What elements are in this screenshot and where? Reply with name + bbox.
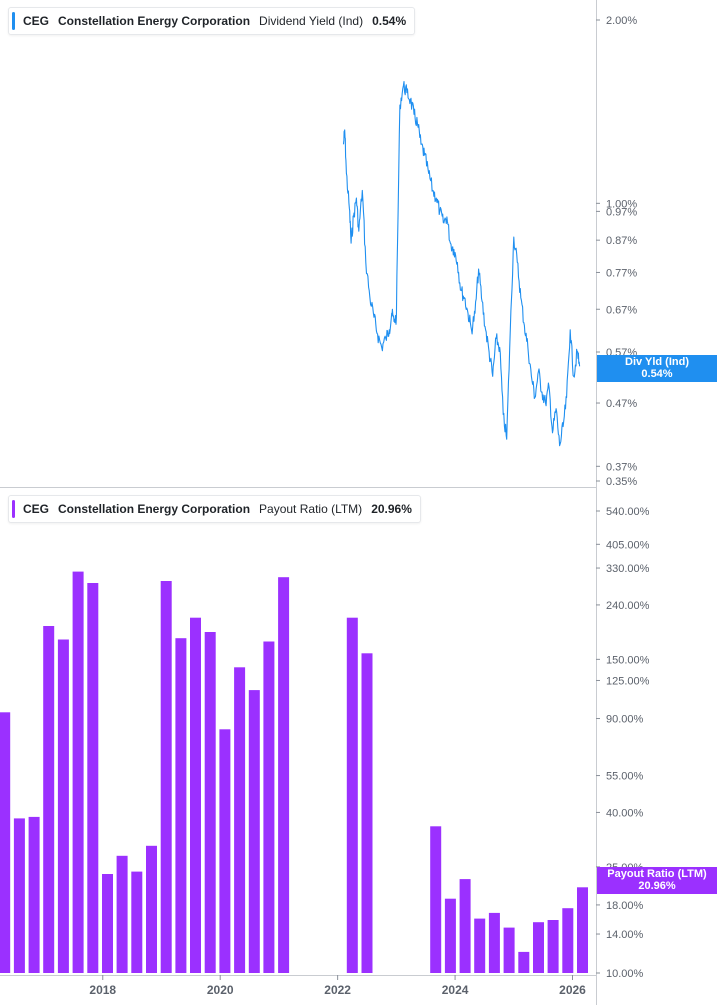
payout-bar [474,918,486,973]
y-tick-label: 125.00% [606,675,650,687]
legend-payout-ratio[interactable]: CEG Constellation Energy Corporation Pay… [8,495,421,523]
y-tick-label: 2.00% [606,15,637,27]
legend-value: 0.54% [372,14,407,28]
payout-bar [28,816,40,973]
y-tick-label: 0.37% [606,461,637,473]
y-tick-label: 405.00% [606,539,650,551]
legend-ticker: CEG [23,14,50,28]
y-tick-label: 0.77% [606,267,637,279]
current-value-tag-yield: Div Yld (Ind) 0.54% [597,355,717,382]
payout-bar [146,845,157,973]
payout-bar [204,632,216,973]
payout-bar [13,818,25,973]
payout-bar [430,826,442,973]
payout-bar [0,712,11,973]
y-tick-label: 18.00% [606,900,644,912]
payout-bar [190,617,201,973]
x-tick-label: 2018 [89,983,116,997]
legend-company: Constellation Energy Corporation [58,502,251,516]
payout-bar [488,912,500,973]
payout-bar [116,855,128,973]
tag-value: 20.96% [638,880,676,892]
payout-bar [175,638,187,973]
payout-bar [160,581,172,973]
x-tick-label: 2024 [442,983,469,997]
tag-label: Payout Ratio (LTM) [607,868,707,880]
payout-bar [248,690,260,973]
payout-bar [459,879,471,973]
dividend-yield-panel [342,81,581,447]
dividend-yield-line [342,81,581,447]
y-tick-label: 1.00% [606,198,637,210]
y-tick-label: 40.00% [606,807,644,819]
payout-bar [444,898,456,973]
axes: 2.00%1.00%0.97%0.87%0.77%0.67%0.57%0.47%… [0,0,650,1005]
y-tick-label: 0.35% [606,476,637,488]
payout-bar [72,571,84,973]
legend-value: 20.96% [371,502,412,516]
y-tick-label: 150.00% [606,654,650,666]
payout-ratio-panel [0,571,588,973]
legend-metric: Payout Ratio (LTM) [259,502,363,516]
payout-bar [547,920,559,973]
payout-bar [346,617,358,973]
payout-bar [234,667,246,973]
current-value-tag-payout: Payout Ratio (LTM) 20.96% [597,867,717,894]
y-tick-label: 240.00% [606,600,650,612]
payout-bar [278,577,290,973]
y-tick-label: 0.87% [606,235,637,247]
payout-bar [219,729,231,973]
payout-bar [562,908,574,973]
y-tick-label: 0.67% [606,304,637,316]
x-tick-label: 2022 [324,983,351,997]
payout-bar [87,583,99,973]
legend-swatch [12,500,15,518]
tag-label: Div Yld (Ind) [625,356,689,368]
y-tick-label: 14.00% [606,929,644,941]
legend-dividend-yield[interactable]: CEG Constellation Energy Corporation Div… [8,7,416,35]
y-tick-label: 540.00% [606,506,650,518]
payout-bar [503,927,515,973]
payout-bar [43,626,55,973]
payout-bar [57,639,69,973]
x-tick-label: 2020 [207,983,234,997]
y-tick-label: 0.47% [606,398,637,410]
y-tick-label: 55.00% [606,771,644,783]
payout-bar [102,874,113,973]
legend-ticker: CEG [23,502,50,516]
legend-swatch [12,12,15,30]
payout-bar [361,653,373,973]
y-tick-label: 330.00% [606,563,650,575]
payout-bar [577,887,588,973]
legend-company: Constellation Energy Corporation [58,14,251,28]
payout-bar [533,922,544,973]
payout-bar [518,951,530,973]
y-tick-label: 90.00% [606,714,644,726]
legend-metric: Dividend Yield (Ind) [259,14,364,28]
tag-value: 0.54% [641,368,673,380]
payout-bar [263,641,275,973]
y-tick-label: 10.00% [606,968,644,980]
payout-bar [131,871,143,973]
x-tick-label: 2026 [559,983,586,997]
y-tick-label: 0.97% [606,206,637,218]
